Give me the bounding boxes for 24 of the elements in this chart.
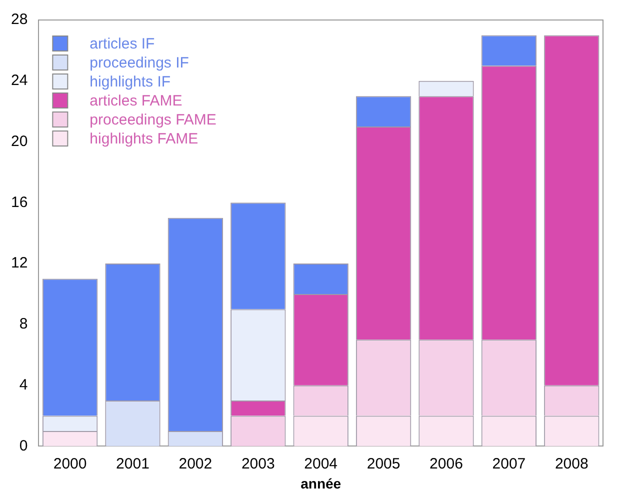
- y-tick-label: 12: [10, 254, 28, 272]
- x-tick-label: 2000: [53, 455, 87, 472]
- y-tick-label: 28: [10, 11, 28, 28]
- y-tick-label: 4: [19, 376, 28, 394]
- y-tick-label: 8: [19, 316, 28, 333]
- y-tick-label: 0: [19, 437, 28, 454]
- x-tick-label: 2006: [430, 455, 463, 472]
- legend-label: articles FAME: [90, 92, 182, 110]
- x-tick-label: 2002: [178, 455, 212, 472]
- x-tick-label: 2008: [554, 455, 588, 472]
- legend-label: proceedings FAME: [90, 112, 216, 129]
- legend-label: highlights IF: [90, 74, 171, 91]
- y-tick-label: 16: [10, 194, 28, 211]
- x-axis-title: année: [300, 475, 342, 492]
- x-tick-label: 2004: [304, 455, 338, 472]
- legend-label: articles IF: [90, 36, 155, 53]
- y-tick-label: 20: [10, 132, 28, 150]
- legend-label: highlights FAME: [90, 130, 198, 148]
- x-tick-label: 2001: [116, 455, 150, 472]
- x-tick-label: 2007: [492, 455, 526, 472]
- x-tick-label: 2005: [366, 455, 400, 472]
- y-tick-label: 24: [10, 72, 28, 90]
- legend-label: proceedings IF: [90, 54, 189, 72]
- x-tick-label: 2003: [241, 455, 275, 472]
